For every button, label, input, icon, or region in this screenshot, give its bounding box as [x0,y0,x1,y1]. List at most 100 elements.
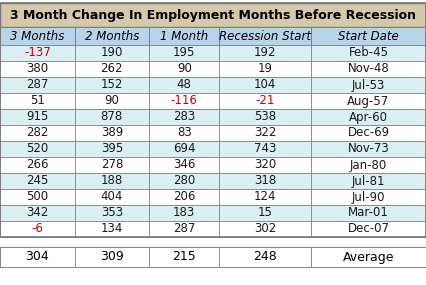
Text: 302: 302 [254,223,276,235]
Bar [0,3,426,27]
Text: 694: 694 [173,142,196,156]
Text: 183: 183 [173,207,196,219]
Bar [75,61,149,77]
Bar [0,189,75,205]
Text: Recession Start: Recession Start [219,30,311,42]
Bar [0,109,75,125]
Text: 245: 245 [26,174,49,188]
Bar [75,141,149,157]
Bar [149,141,219,157]
Text: Dec-69: Dec-69 [348,127,389,139]
Text: Start Date: Start Date [338,30,399,42]
Text: 342: 342 [26,207,49,219]
Bar [219,173,311,189]
Text: 278: 278 [101,158,123,172]
Bar [311,45,426,61]
Text: 48: 48 [177,78,192,91]
Text: 743: 743 [254,142,276,156]
Text: Jul-53: Jul-53 [352,78,385,91]
Bar [75,45,149,61]
Text: Jan-80: Jan-80 [350,158,387,172]
Text: 192: 192 [254,46,276,60]
Text: 304: 304 [26,251,49,264]
Text: 353: 353 [101,207,123,219]
Text: 51: 51 [30,95,45,107]
Bar [219,27,311,45]
Text: 90: 90 [177,62,192,76]
Bar [0,247,426,267]
Bar [311,109,426,125]
Bar [0,45,75,61]
Bar [0,3,426,237]
Text: 287: 287 [173,223,196,235]
Bar [219,247,311,267]
Bar [149,247,219,267]
Bar [0,125,75,141]
Bar [311,141,426,157]
Text: 538: 538 [254,111,276,123]
Text: -137: -137 [24,46,51,60]
Text: 280: 280 [173,174,196,188]
Bar [0,221,75,237]
Bar [149,189,219,205]
Bar [149,157,219,173]
Text: 195: 195 [173,46,196,60]
Bar [219,141,311,157]
Bar [149,45,219,61]
Text: 389: 389 [101,127,123,139]
Text: Jul-90: Jul-90 [352,190,385,203]
Bar [149,173,219,189]
Text: Nov-73: Nov-73 [348,142,389,156]
Text: 124: 124 [254,190,276,203]
Bar [219,189,311,205]
Bar [219,157,311,173]
Text: Jul-81: Jul-81 [352,174,385,188]
Bar [219,77,311,93]
Bar [75,173,149,189]
Bar [75,157,149,173]
Text: Nov-48: Nov-48 [348,62,389,76]
Text: 500: 500 [26,190,48,203]
Text: 104: 104 [254,78,276,91]
Bar [75,27,149,45]
Bar [0,61,75,77]
Text: 152: 152 [101,78,123,91]
Bar [0,173,75,189]
Bar [0,205,75,221]
Bar [311,189,426,205]
Text: Apr-60: Apr-60 [349,111,388,123]
Bar [219,93,311,109]
Text: Dec-07: Dec-07 [348,223,389,235]
Bar [149,77,219,93]
Text: 190: 190 [101,46,123,60]
Bar [149,205,219,221]
Bar [75,205,149,221]
Bar [75,93,149,109]
Bar [311,61,426,77]
Text: 188: 188 [101,174,123,188]
Bar [75,189,149,205]
Text: 287: 287 [26,78,49,91]
Bar [311,221,426,237]
Text: 206: 206 [173,190,196,203]
Text: 380: 380 [26,62,48,76]
Bar [219,125,311,141]
Text: 215: 215 [173,251,196,264]
Bar [0,93,75,109]
Text: 322: 322 [254,127,276,139]
Text: 134: 134 [101,223,123,235]
Text: 1 Month: 1 Month [160,30,208,42]
Bar [149,93,219,109]
Text: 3 Months: 3 Months [10,30,64,42]
Bar [219,61,311,77]
Bar [149,27,219,45]
Bar [75,247,149,267]
Bar [219,45,311,61]
Text: 248: 248 [253,251,277,264]
Text: 282: 282 [26,127,49,139]
Text: 2 Months: 2 Months [85,30,139,42]
Bar [149,125,219,141]
Text: -21: -21 [256,95,275,107]
Bar [0,247,75,267]
Text: Aug-57: Aug-57 [347,95,390,107]
